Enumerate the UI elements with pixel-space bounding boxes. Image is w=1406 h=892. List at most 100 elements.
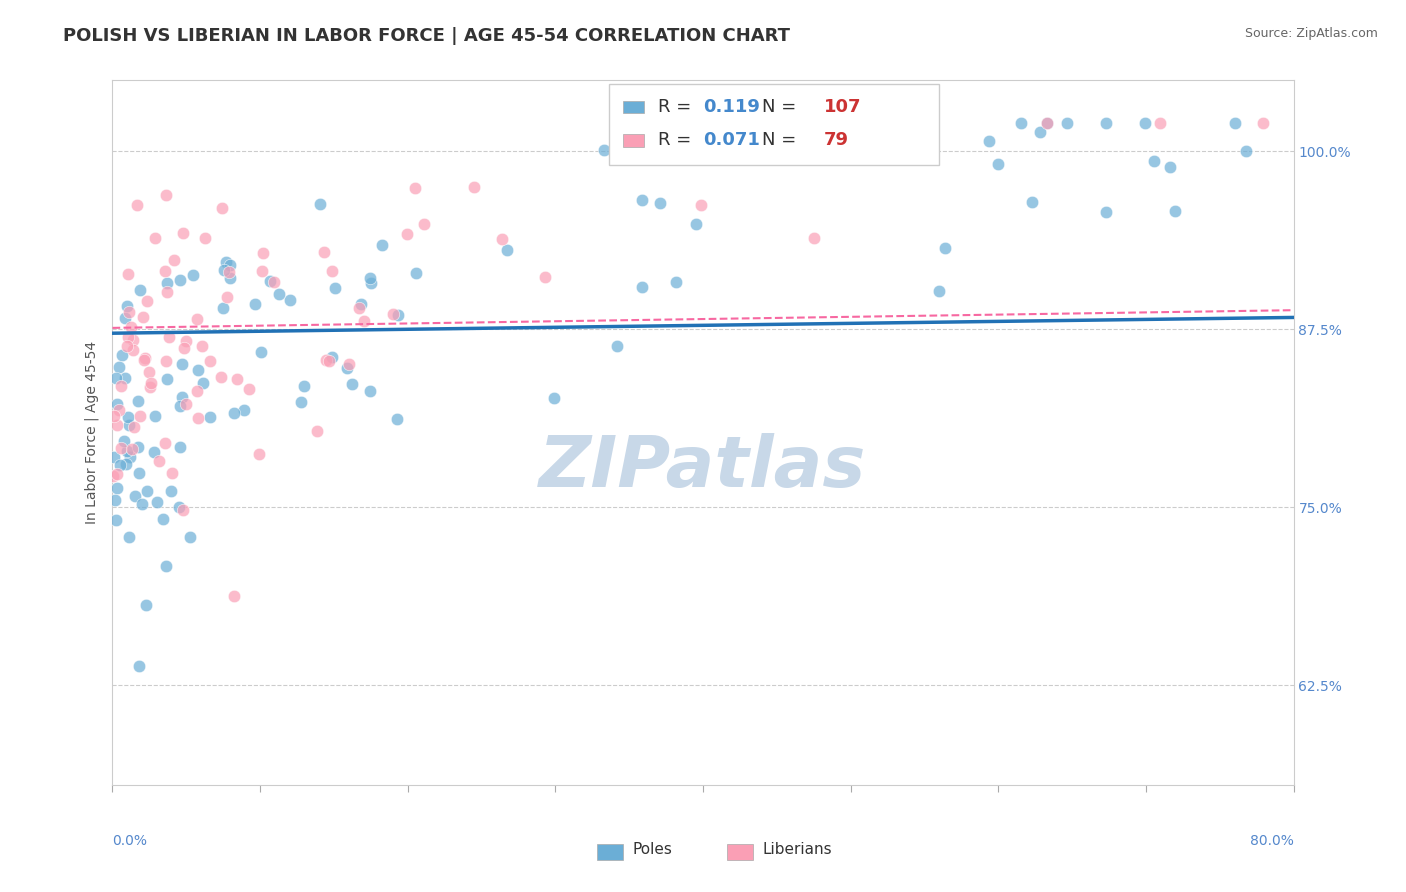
Point [118, 305, 141, 319]
Point [169, 273, 191, 287]
Point [152, 512, 174, 526]
Text: N =: N = [762, 98, 801, 116]
Point [226, 372, 249, 386]
Point [803, 231, 825, 245]
Point [120, 450, 142, 465]
Point [136, 483, 159, 498]
Point [353, 314, 375, 328]
Point [928, 284, 950, 298]
Point [212, 263, 235, 277]
FancyBboxPatch shape [623, 101, 644, 113]
Point [136, 294, 159, 309]
Point [821, 138, 844, 153]
Point [105, 467, 128, 482]
Point [1021, 195, 1043, 210]
Point [198, 410, 221, 425]
Point [987, 157, 1010, 171]
Text: 0.071: 0.071 [703, 131, 759, 149]
Point [315, 352, 337, 367]
Point [337, 357, 360, 371]
Point [350, 297, 373, 311]
Point [107, 481, 129, 495]
Point [321, 351, 343, 365]
Point [314, 244, 336, 259]
Point [630, 194, 652, 208]
Point [1056, 116, 1078, 130]
Point [592, 143, 614, 157]
Point [174, 334, 197, 348]
Point [1036, 116, 1059, 130]
Point [233, 403, 256, 417]
Point [172, 503, 194, 517]
Point [247, 447, 270, 461]
Point [134, 352, 156, 367]
Point [143, 231, 166, 245]
Point [934, 241, 956, 255]
Point [117, 409, 139, 424]
Text: N =: N = [762, 131, 801, 149]
Text: ZIPatlas: ZIPatlas [540, 434, 866, 502]
Point [491, 232, 513, 246]
Point [135, 598, 157, 612]
Point [155, 264, 177, 278]
Point [156, 276, 179, 290]
Point [112, 434, 135, 448]
Point [110, 379, 132, 393]
Point [385, 411, 408, 425]
Point [111, 348, 134, 362]
Point [495, 243, 517, 257]
Point [224, 406, 246, 420]
Point [340, 377, 363, 392]
Point [1164, 204, 1187, 219]
Point [690, 198, 713, 212]
Point [318, 354, 340, 368]
Point [127, 197, 149, 211]
Point [612, 116, 634, 130]
Point [115, 458, 138, 472]
Point [359, 384, 381, 398]
Point [121, 442, 143, 456]
Point [290, 394, 312, 409]
Point [156, 285, 179, 299]
FancyBboxPatch shape [623, 134, 644, 146]
Point [779, 116, 801, 130]
Point [122, 420, 145, 434]
Point [155, 559, 177, 574]
Point [143, 445, 166, 459]
Point [170, 390, 193, 404]
Point [105, 418, 128, 433]
Text: 0.0%: 0.0% [112, 834, 148, 848]
Point [215, 290, 238, 304]
Text: 79: 79 [824, 131, 848, 149]
Point [155, 188, 177, 202]
Point [359, 270, 381, 285]
Point [243, 297, 266, 311]
Point [157, 330, 180, 344]
Point [139, 380, 162, 394]
Point [894, 116, 917, 130]
Text: R =: R = [658, 131, 697, 149]
Text: Poles: Poles [633, 842, 672, 857]
Point [219, 258, 242, 272]
Point [155, 354, 177, 368]
Point [387, 309, 409, 323]
Point [128, 467, 150, 481]
Point [187, 363, 209, 377]
Point [131, 497, 153, 511]
Point [200, 354, 222, 368]
Point [827, 147, 849, 161]
Point [128, 659, 150, 673]
Point [238, 383, 260, 397]
Point [1028, 125, 1050, 139]
Point [308, 197, 330, 211]
Point [305, 424, 328, 438]
Point [323, 281, 346, 295]
Point [977, 134, 1000, 148]
Point [1143, 154, 1166, 169]
Point [117, 330, 139, 344]
Point [252, 246, 274, 260]
Point [381, 307, 404, 321]
FancyBboxPatch shape [727, 844, 752, 860]
Point [127, 441, 149, 455]
Point [1149, 116, 1171, 130]
